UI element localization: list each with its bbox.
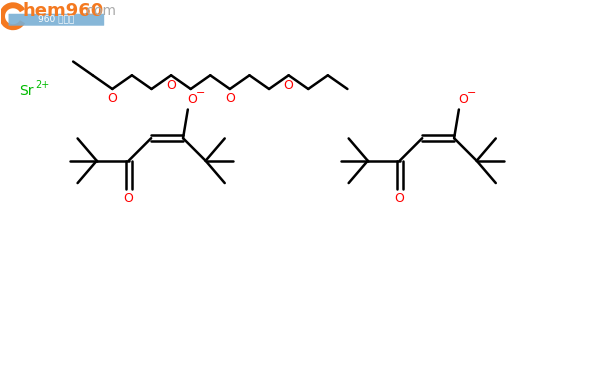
Text: 2+: 2+ — [35, 80, 49, 90]
Text: O: O — [107, 93, 117, 105]
Text: O: O — [225, 93, 235, 105]
Text: −: − — [196, 87, 206, 98]
Text: hem960: hem960 — [23, 2, 104, 20]
Text: .com: .com — [83, 4, 117, 18]
Text: O: O — [166, 79, 176, 92]
Text: −: − — [467, 87, 477, 98]
Text: O: O — [458, 93, 468, 106]
Text: O: O — [123, 192, 134, 205]
Text: O: O — [394, 192, 405, 205]
Text: 960 化工网: 960 化工网 — [38, 15, 74, 24]
Wedge shape — [0, 2, 25, 30]
Text: Sr: Sr — [19, 84, 33, 98]
Text: O: O — [187, 93, 197, 106]
FancyBboxPatch shape — [8, 14, 104, 26]
Text: O: O — [284, 79, 293, 92]
